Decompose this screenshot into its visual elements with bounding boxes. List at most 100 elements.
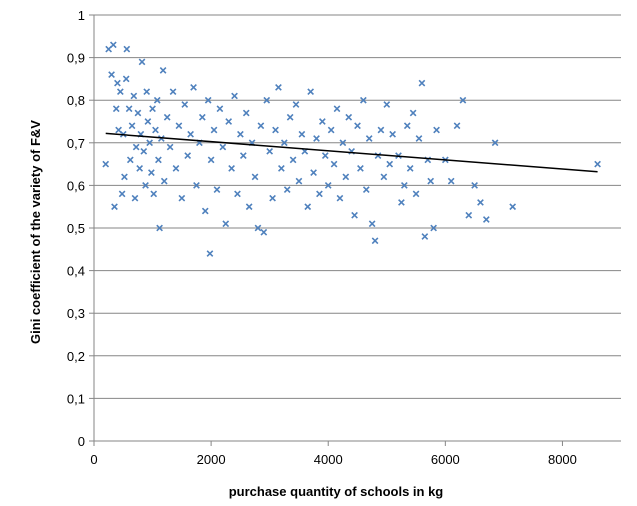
data-point (362, 186, 370, 194)
data-point (482, 216, 490, 223)
data-point (178, 194, 186, 202)
data-point (286, 113, 294, 121)
data-point (406, 164, 414, 172)
data-point (403, 122, 411, 130)
data-point (193, 182, 200, 189)
data-point (330, 160, 338, 168)
data-point (433, 126, 440, 134)
data-point (365, 135, 373, 142)
y-tick-label: 0,6 (67, 178, 85, 193)
data-point (412, 190, 420, 198)
data-point (130, 92, 138, 100)
data-point (359, 96, 367, 104)
data-point (242, 109, 250, 117)
data-point (345, 113, 353, 121)
data-point (136, 164, 144, 172)
data-point (118, 190, 126, 198)
data-point (409, 109, 417, 117)
data-point (289, 156, 297, 164)
data-point (371, 237, 379, 245)
y-tick-label: 0,7 (67, 136, 85, 151)
x-tick-label: 8000 (548, 452, 577, 467)
y-tick-label: 0,9 (67, 51, 85, 66)
data-point (295, 177, 303, 185)
data-point (459, 96, 467, 104)
data-point (143, 88, 151, 96)
data-point (465, 211, 473, 219)
x-axis-title: purchase quantity of schools in kg (229, 484, 444, 499)
data-point (150, 190, 158, 198)
data-point (228, 164, 235, 172)
data-point (421, 233, 429, 240)
data-point (266, 147, 274, 155)
data-point (108, 71, 115, 79)
data-point (333, 105, 341, 113)
data-point (304, 203, 312, 211)
data-point (142, 182, 149, 189)
data-points (102, 41, 601, 257)
data-point (131, 194, 139, 202)
data-point (187, 130, 194, 138)
data-point (319, 118, 326, 125)
data-point (112, 105, 120, 113)
data-point (389, 130, 396, 138)
data-point (181, 101, 189, 108)
data-point (148, 169, 155, 176)
x-tick-label: 4000 (314, 452, 343, 467)
y-tick-label: 0,1 (67, 391, 85, 406)
data-point (128, 122, 136, 130)
data-point (207, 156, 215, 164)
data-point (159, 67, 167, 74)
trendline-group (105, 132, 598, 173)
data-point (234, 190, 241, 198)
data-point (201, 207, 209, 215)
data-point (134, 109, 142, 117)
data-point (132, 143, 140, 151)
data-point (354, 122, 361, 130)
data-point (471, 182, 478, 189)
data-point (283, 186, 291, 194)
data-point (339, 139, 347, 147)
data-point (298, 130, 306, 138)
data-point (269, 194, 276, 202)
data-point (149, 105, 156, 113)
data-point (368, 220, 376, 228)
data-point (160, 177, 168, 185)
data-point (123, 45, 131, 53)
data-point (380, 173, 388, 181)
data-point (324, 182, 332, 189)
data-point (377, 126, 385, 134)
y-tick-label: 0,4 (67, 264, 85, 279)
data-point (418, 79, 426, 87)
data-point (219, 143, 227, 151)
data-point (237, 130, 244, 138)
data-point (275, 84, 282, 91)
data-point (121, 173, 128, 181)
x-tick-label: 6000 (431, 452, 460, 467)
data-point (116, 88, 124, 96)
data-point (398, 199, 405, 206)
data-point (198, 113, 206, 121)
x-tick-label: 0 (90, 452, 97, 467)
data-point (156, 224, 163, 232)
trendline (105, 132, 598, 173)
y-tick-label: 0,2 (67, 349, 85, 364)
data-point (327, 126, 335, 134)
data-point (146, 139, 153, 147)
data-point (239, 152, 247, 159)
y-tick-label: 0 (78, 434, 85, 449)
data-point (140, 147, 148, 155)
data-point (102, 160, 110, 168)
data-point (152, 126, 159, 134)
data-point (216, 105, 224, 113)
data-point (477, 199, 484, 206)
data-point (122, 75, 130, 83)
data-point (204, 96, 212, 104)
y-tick-label: 0,8 (67, 93, 85, 108)
data-point (280, 139, 288, 147)
data-point (292, 101, 300, 108)
data-point (190, 84, 197, 91)
data-point (447, 177, 455, 185)
